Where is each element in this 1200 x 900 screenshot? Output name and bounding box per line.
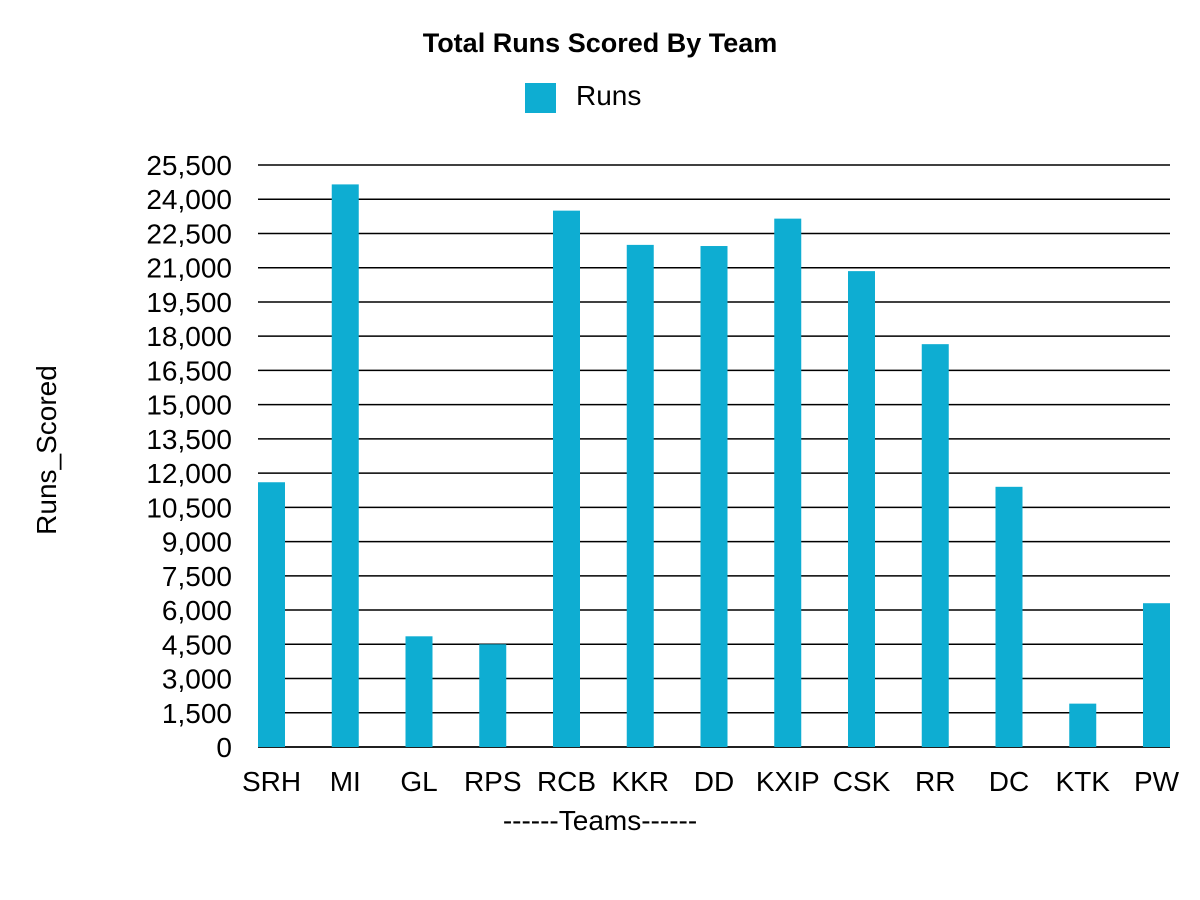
bar-pw xyxy=(1143,603,1170,747)
bar-kkr xyxy=(626,244,654,747)
x-tick-label: RCB xyxy=(537,766,596,797)
y-tick-label: 0 xyxy=(216,732,232,763)
y-tick-label: 18,000 xyxy=(146,321,232,352)
legend: Runs xyxy=(525,80,641,113)
bars xyxy=(258,184,1170,747)
y-tick-label: 7,500 xyxy=(162,561,232,592)
bar-ktk xyxy=(1069,703,1097,747)
x-axis-label: ------Teams------ xyxy=(503,805,697,836)
x-tick-label: KKR xyxy=(611,766,669,797)
y-tick-label: 4,500 xyxy=(162,629,232,660)
y-tick-label: 6,000 xyxy=(162,595,232,626)
legend-label-runs: Runs xyxy=(576,80,641,111)
bar-dd xyxy=(700,246,728,747)
bar-gl xyxy=(405,636,433,747)
y-tick-label: 15,000 xyxy=(146,390,232,421)
x-tick-label: KXIP xyxy=(756,766,820,797)
y-tick-label: 10,500 xyxy=(146,492,232,523)
y-tick-label: 22,500 xyxy=(146,218,232,249)
bar-kxip xyxy=(774,218,802,747)
bar-rps xyxy=(479,644,507,747)
bar-dc xyxy=(995,486,1023,747)
x-tick-label: RR xyxy=(915,766,955,797)
x-tick-label: DC xyxy=(989,766,1029,797)
x-axis-ticks: SRH MI GL RPS RCB KKR DD KXIP CSK RR DC KTK PW xyxy=(242,766,1180,797)
x-tick-label: RPS xyxy=(464,766,522,797)
x-tick-label: SRH xyxy=(242,766,301,797)
chart-title: Total Runs Scored By Team xyxy=(423,28,778,58)
x-tick-label: KTK xyxy=(1056,766,1111,797)
y-tick-label: 12,000 xyxy=(146,458,232,489)
legend-swatch-runs xyxy=(525,83,556,113)
y-tick-label: 13,500 xyxy=(146,424,232,455)
y-tick-label: 25,500 xyxy=(146,150,232,181)
x-tick-label: CSK xyxy=(833,766,891,797)
bar-csk xyxy=(848,271,875,747)
y-tick-label: 9,000 xyxy=(162,527,232,558)
y-tick-label: 16,500 xyxy=(146,355,232,386)
bar-srh xyxy=(258,482,285,747)
y-tick-label: 3,000 xyxy=(162,664,232,695)
x-tick-label: MI xyxy=(330,766,361,797)
x-tick-label: PW xyxy=(1134,766,1180,797)
y-tick-label: 1,500 xyxy=(162,698,232,729)
y-tick-label: 24,000 xyxy=(146,184,232,215)
y-tick-label: 19,500 xyxy=(146,287,232,318)
x-tick-label: DD xyxy=(694,766,734,797)
y-tick-label: 21,000 xyxy=(146,253,232,284)
x-tick-label: GL xyxy=(400,766,437,797)
bar-rr xyxy=(921,344,949,747)
bar-mi xyxy=(331,184,359,747)
bar-rcb xyxy=(553,210,580,747)
y-axis-label: Runs_Scored xyxy=(31,365,62,535)
